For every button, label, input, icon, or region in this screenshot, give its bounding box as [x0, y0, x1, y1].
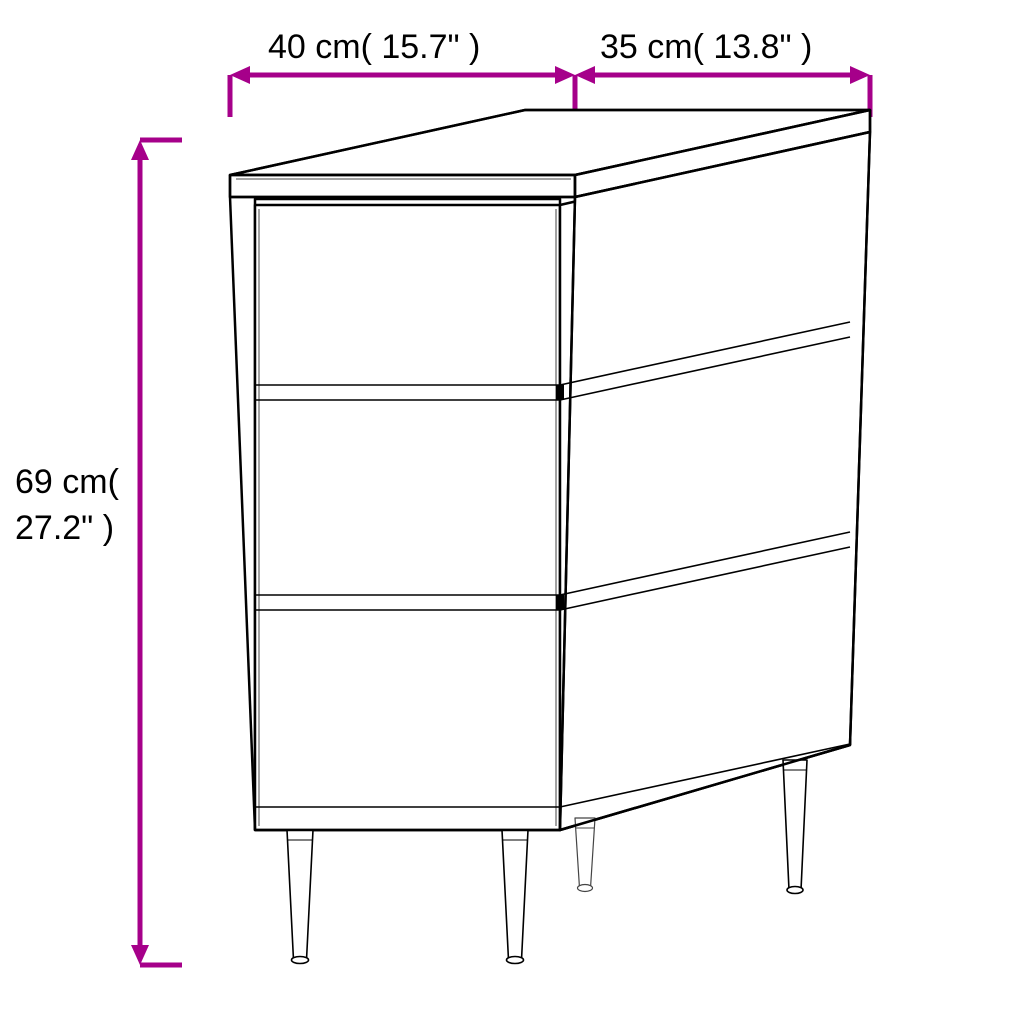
- height-label-line1: 69 cm( 27.2" ): [15, 460, 135, 552]
- width-label: 40 cm( 15.7" ): [268, 28, 480, 67]
- depth-label: 35 cm( 13.8" ): [600, 28, 812, 67]
